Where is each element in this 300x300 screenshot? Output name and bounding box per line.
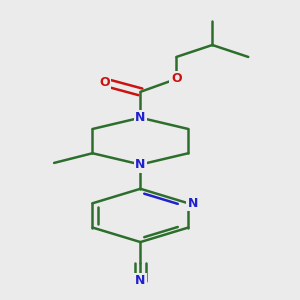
Text: N: N [135,158,146,171]
Text: O: O [99,76,110,89]
Text: N: N [135,111,146,124]
Text: O: O [171,72,182,86]
Text: N: N [188,197,198,210]
Text: N: N [135,274,146,287]
